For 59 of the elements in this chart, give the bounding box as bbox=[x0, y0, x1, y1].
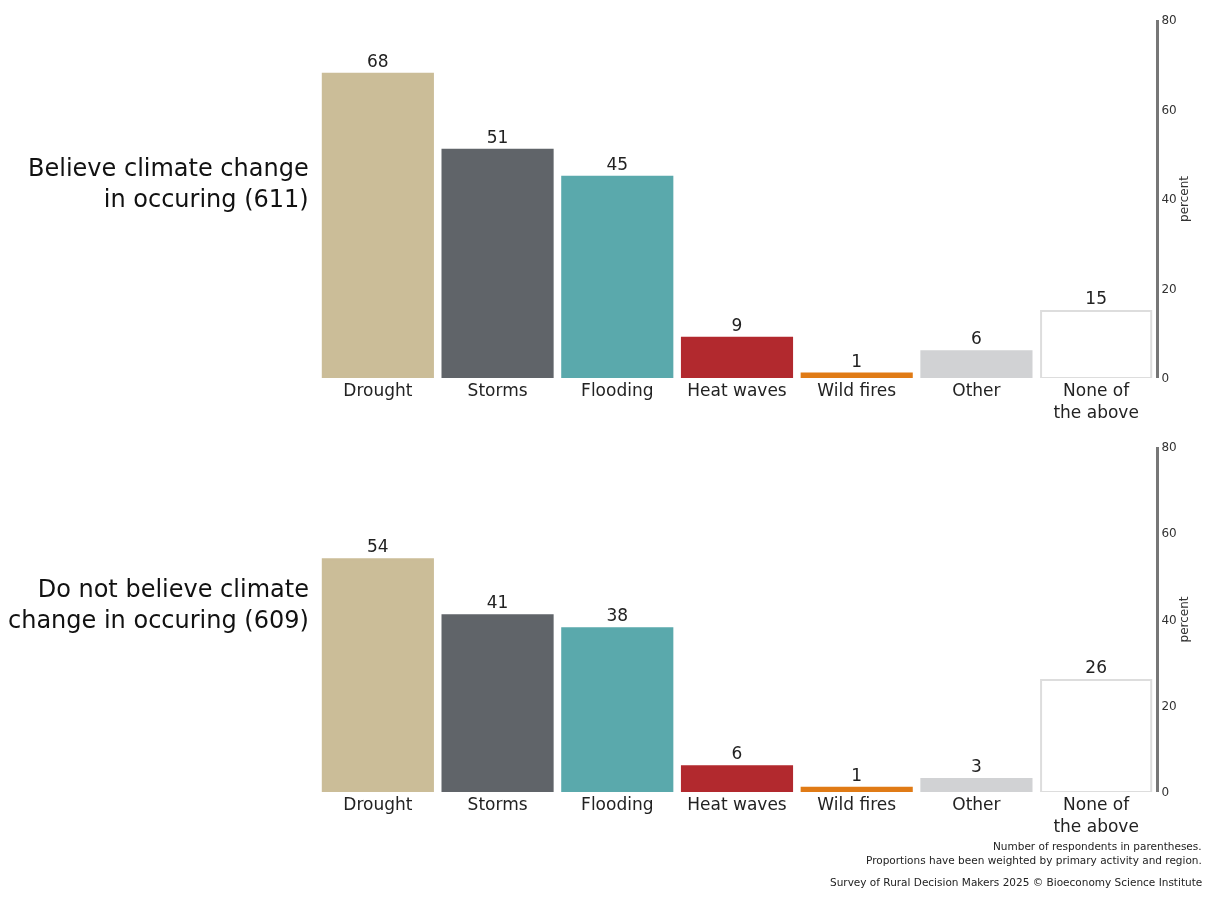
x-tick-label: Drought bbox=[343, 380, 413, 400]
y-tick-label: 80 bbox=[1161, 440, 1177, 455]
bar bbox=[800, 786, 913, 792]
y-axis-title: percent bbox=[1176, 175, 1191, 222]
bar bbox=[800, 372, 913, 378]
bar bbox=[321, 558, 434, 792]
bar bbox=[1040, 678, 1153, 792]
x-tick-label: Storms bbox=[467, 794, 528, 814]
x-tick-label: None of the above bbox=[1053, 380, 1139, 423]
y-tick-label: 60 bbox=[1161, 526, 1177, 541]
bar bbox=[441, 614, 554, 792]
data-label: 15 bbox=[1085, 287, 1107, 308]
data-label: 45 bbox=[606, 153, 629, 174]
x-tick-label: Wild fires bbox=[817, 794, 897, 814]
x-tick-label: Storms bbox=[467, 380, 528, 400]
data-label: 26 bbox=[1085, 656, 1107, 677]
data-label: 3 bbox=[971, 756, 982, 777]
data-label: 68 bbox=[367, 50, 389, 71]
y-tick-label: 80 bbox=[1161, 13, 1177, 28]
data-label: 9 bbox=[731, 314, 743, 335]
bar bbox=[680, 765, 794, 792]
x-tick-label: Other bbox=[952, 380, 1001, 400]
text: Believe climate change in occuring (611) bbox=[28, 154, 309, 214]
x-tick-label: Flooding bbox=[581, 794, 654, 814]
bar bbox=[1040, 309, 1153, 378]
data-label: 6 bbox=[971, 328, 982, 349]
data-label: 41 bbox=[486, 592, 509, 613]
y-axis-title: percent bbox=[1176, 596, 1191, 643]
y-tick-label: 0 bbox=[1161, 785, 1170, 800]
bar bbox=[441, 148, 554, 378]
text: Do not believe climate change in occuring (609) bbox=[8, 575, 309, 635]
y-tick-label: 0 bbox=[1161, 371, 1170, 386]
data-label: 1 bbox=[851, 764, 863, 785]
x-tick-label: Flooding bbox=[581, 380, 654, 400]
bar bbox=[920, 350, 1033, 378]
bar bbox=[321, 72, 434, 378]
bar bbox=[920, 778, 1033, 792]
data-label: 6 bbox=[731, 743, 743, 764]
x-tick-label: Heat waves bbox=[687, 380, 787, 400]
text: Number of respondents in parentheses. bbox=[993, 840, 1202, 852]
bar bbox=[561, 175, 674, 378]
data-label: 51 bbox=[486, 126, 509, 147]
x-tick-label: Heat waves bbox=[687, 794, 787, 814]
data-label: 54 bbox=[367, 536, 389, 557]
x-tick-label: Drought bbox=[343, 794, 413, 814]
text: Survey of Rural Decision Makers 2025 © Bioeconomy Science Institute bbox=[830, 876, 1203, 888]
bar bbox=[561, 627, 674, 792]
data-label: 1 bbox=[851, 350, 863, 371]
x-tick-label: Wild fires bbox=[817, 380, 897, 400]
x-tick-label: None of the above bbox=[1053, 794, 1139, 837]
y-tick-label: 40 bbox=[1161, 192, 1177, 207]
y-tick-label: 20 bbox=[1161, 281, 1177, 296]
y-tick-label: 40 bbox=[1161, 612, 1177, 627]
y-tick-label: 60 bbox=[1161, 102, 1177, 117]
bar bbox=[680, 336, 794, 378]
text: Proportions have been weighted by primary activity and region. bbox=[866, 854, 1202, 866]
x-tick-label: Other bbox=[952, 794, 1001, 814]
data-label: 38 bbox=[606, 605, 629, 626]
y-tick-label: 20 bbox=[1161, 698, 1177, 713]
